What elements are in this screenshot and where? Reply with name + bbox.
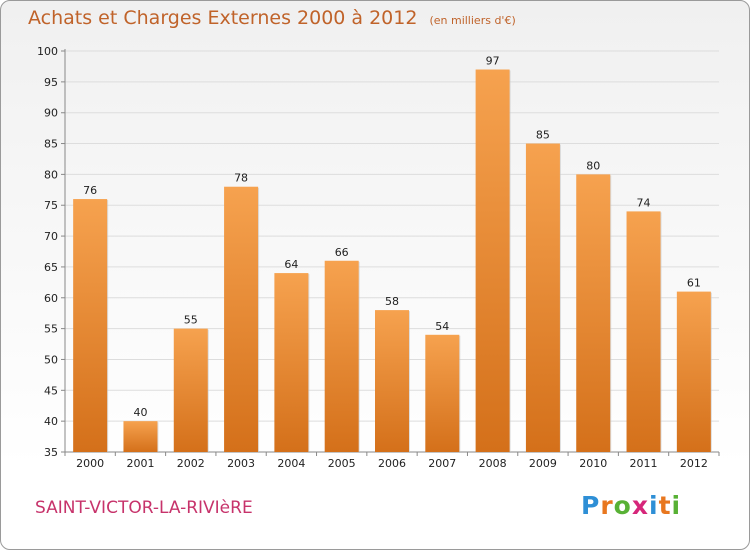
commune-name: SAINT-VICTOR-LA-RIVIèRE: [35, 498, 253, 518]
bar: [475, 69, 510, 452]
x-tick-label: 2002: [177, 457, 205, 470]
x-tick-label: 2001: [126, 457, 154, 470]
data-label: 64: [284, 258, 298, 271]
y-tick-label: 35: [44, 446, 58, 459]
y-tick-label: 60: [44, 292, 58, 305]
y-tick-label: 45: [44, 384, 58, 397]
data-label: 85: [536, 129, 550, 142]
bar: [274, 273, 309, 452]
bar: [626, 211, 661, 452]
y-tick-label: 50: [44, 353, 58, 366]
x-tick-label: 2000: [76, 457, 104, 470]
bar: [525, 143, 560, 453]
y-tick-label: 80: [44, 168, 58, 181]
bar: [324, 260, 359, 452]
data-label: 74: [637, 196, 651, 209]
bar: [425, 334, 460, 452]
y-tick-labels: 35 40 45 50 55 60 65 70 75 80 85 90 95 100: [37, 45, 58, 459]
y-tick-label: 55: [44, 323, 58, 336]
logo-letter: o: [613, 491, 632, 520]
data-label: 54: [435, 320, 449, 333]
y-tick-label: 65: [44, 261, 58, 274]
x-tick-label: 2005: [328, 457, 356, 470]
data-label: 61: [687, 277, 701, 290]
data-label: 97: [486, 55, 500, 68]
x-tick-labels: 2000 2001 2002 2003 2004 2005 2006 2007 2008 2009…: [64, 452, 720, 470]
data-label: 58: [385, 295, 399, 308]
data-label: 78: [234, 172, 248, 185]
y-tick-label: 95: [44, 76, 58, 89]
x-tick-label: 2006: [378, 457, 406, 470]
chart-title: Achats et Charges Externes 2000 à 2012 (e…: [28, 7, 516, 29]
data-label: 40: [133, 406, 147, 419]
bar: [73, 199, 108, 452]
proxiti-logo: Proxiti: [581, 491, 681, 520]
bar: [375, 310, 409, 452]
x-tick-label: 2007: [428, 457, 456, 470]
data-label: 55: [184, 314, 198, 327]
bar: [123, 421, 158, 452]
data-label: 66: [335, 246, 349, 259]
logo-letter: P: [581, 491, 601, 520]
y-tick-label: 100: [37, 45, 58, 58]
x-tick-label: 2010: [579, 457, 607, 470]
x-tick-label: 2003: [227, 457, 255, 470]
logo-letter: t: [658, 491, 672, 520]
x-tick-label: 2009: [529, 457, 557, 470]
y-tick-label: 90: [44, 107, 58, 120]
data-labels: 76 40 55 78 64 66 58 54 97 85 80 74 61: [83, 55, 701, 420]
x-tick-label: 2012: [680, 457, 708, 470]
bar: [173, 328, 208, 452]
logo-letter: x: [631, 491, 649, 520]
data-label: 76: [83, 184, 97, 197]
bar: [576, 174, 611, 452]
bar: [676, 291, 711, 452]
data-label: 80: [586, 159, 600, 172]
x-tick-label: 2008: [479, 457, 507, 470]
logo-letter: i: [649, 491, 659, 520]
logo-letter: r: [600, 491, 614, 520]
chart-title-text: Achats et Charges Externes 2000 à 2012: [28, 7, 418, 29]
bar: [224, 186, 259, 452]
y-tick-label: 70: [44, 230, 58, 243]
x-tick-label: 2011: [630, 457, 658, 470]
chart-subtitle: (en milliers d'€): [429, 14, 516, 27]
bars: [73, 69, 712, 453]
logo-letter: i: [671, 491, 682, 520]
y-tick-label: 40: [44, 415, 58, 428]
x-tick-label: 2004: [277, 457, 305, 470]
y-tick-label: 75: [44, 199, 58, 212]
y-tick-label: 85: [44, 138, 58, 151]
